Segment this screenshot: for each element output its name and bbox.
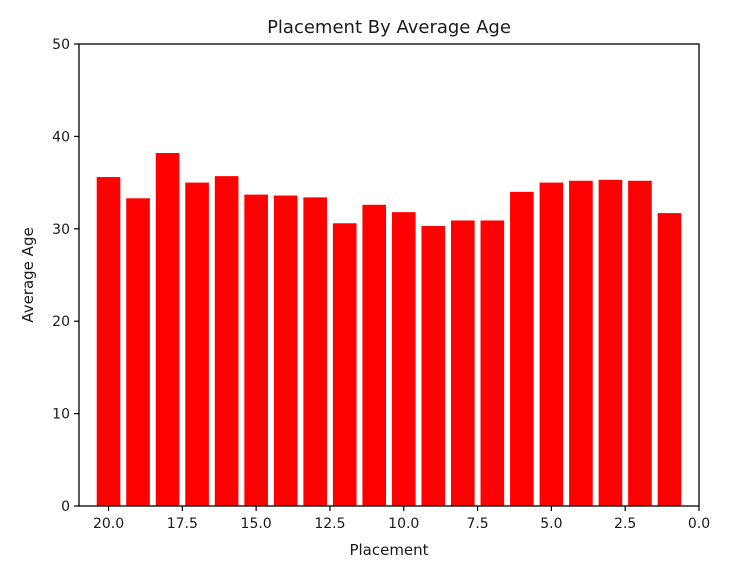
bar <box>303 197 327 506</box>
bar <box>451 220 475 506</box>
chart-title: Placement By Average Age <box>267 17 511 38</box>
bar <box>539 182 564 506</box>
bar <box>155 153 180 507</box>
bar <box>391 212 416 506</box>
bar <box>126 198 150 507</box>
bar <box>598 179 623 506</box>
y-tick-label: 30 <box>52 222 70 238</box>
x-axis-label: Placement <box>349 541 428 559</box>
x-tick-label: 2.5 <box>614 516 636 532</box>
y-tick-label: 0 <box>61 499 70 515</box>
bar <box>332 223 357 507</box>
y-tick-label: 20 <box>52 314 70 330</box>
y-tick-label: 40 <box>52 129 70 145</box>
x-tick-label: 0.0 <box>688 516 710 532</box>
bar <box>628 180 652 506</box>
x-tick-label: 12.5 <box>314 516 345 532</box>
bar <box>96 177 121 506</box>
x-tick-label: 20.0 <box>93 516 124 532</box>
x-tick-label: 15.0 <box>241 516 272 532</box>
bar <box>657 213 682 507</box>
y-axis: 0 10 20 30 40 50 <box>52 37 79 515</box>
y-axis-label: Average Age <box>19 227 37 322</box>
bars-group <box>96 153 682 507</box>
bar <box>569 180 593 506</box>
bar <box>185 182 209 506</box>
bar <box>480 220 505 506</box>
y-tick-label: 10 <box>52 407 70 423</box>
x-tick-label: 17.5 <box>167 516 198 532</box>
x-tick-label: 5.0 <box>540 516 562 532</box>
x-tick-label: 7.5 <box>466 516 488 532</box>
x-axis: 20.0 17.5 15.0 12.5 10.0 7.5 5.0 2.5 0.0 <box>93 506 710 532</box>
bar <box>510 191 534 506</box>
y-tick-label: 50 <box>52 37 70 53</box>
axes-frame <box>78 43 700 507</box>
bar <box>421 226 446 506</box>
bar <box>214 176 239 506</box>
bar <box>362 204 387 506</box>
bar <box>273 195 298 506</box>
bar <box>244 194 268 506</box>
x-tick-label: 10.0 <box>388 516 419 532</box>
